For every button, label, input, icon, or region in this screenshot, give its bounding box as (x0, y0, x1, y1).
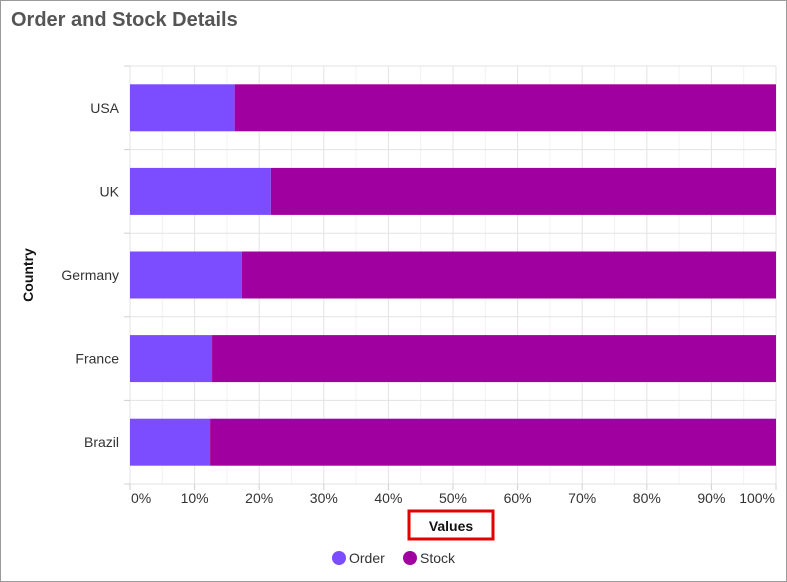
bar-order-uk[interactable] (130, 167, 271, 215)
x-tick-label: 20% (245, 490, 273, 506)
bar-order-france[interactable] (130, 335, 213, 383)
x-tick-label: 0% (131, 490, 151, 506)
x-tick-label: 40% (374, 490, 402, 506)
x-tick-label: 60% (504, 490, 532, 506)
x-tick-label: 10% (181, 490, 209, 506)
bar-stock-france[interactable] (212, 335, 777, 383)
x-tick-label: 70% (568, 490, 596, 506)
y-tick-label: USA (90, 100, 119, 116)
bar-order-usa[interactable] (130, 84, 235, 132)
y-tick-label: Brazil (84, 434, 119, 450)
legend-label-order[interactable]: Order (349, 550, 385, 566)
x-axis-title: Values (429, 518, 474, 534)
bar-stock-brazil[interactable] (210, 418, 776, 466)
chart-title: Order and Stock Details (11, 9, 238, 31)
bar-stock-uk[interactable] (270, 167, 776, 215)
legend-label-stock[interactable]: Stock (420, 550, 456, 566)
bar-stock-germany[interactable] (241, 251, 776, 299)
legend-marker-stock[interactable] (403, 551, 417, 565)
y-tick-label: UK (100, 183, 120, 199)
x-tick-label: 90% (697, 490, 725, 506)
bar-stock-usa[interactable] (234, 84, 777, 132)
y-tick-label: France (75, 351, 119, 367)
bar-order-brazil[interactable] (130, 418, 211, 466)
x-tick-label: 80% (633, 490, 661, 506)
legend-marker-order[interactable] (332, 551, 346, 565)
bar-order-germany[interactable] (130, 251, 242, 299)
y-axis-title: Country (20, 248, 36, 302)
x-tick-label: 100% (739, 490, 775, 506)
xlabel-highlight-box (407, 509, 495, 541)
x-tick-label: 50% (439, 490, 467, 506)
y-tick-label: Germany (61, 267, 119, 283)
x-tick-label: 30% (310, 490, 338, 506)
